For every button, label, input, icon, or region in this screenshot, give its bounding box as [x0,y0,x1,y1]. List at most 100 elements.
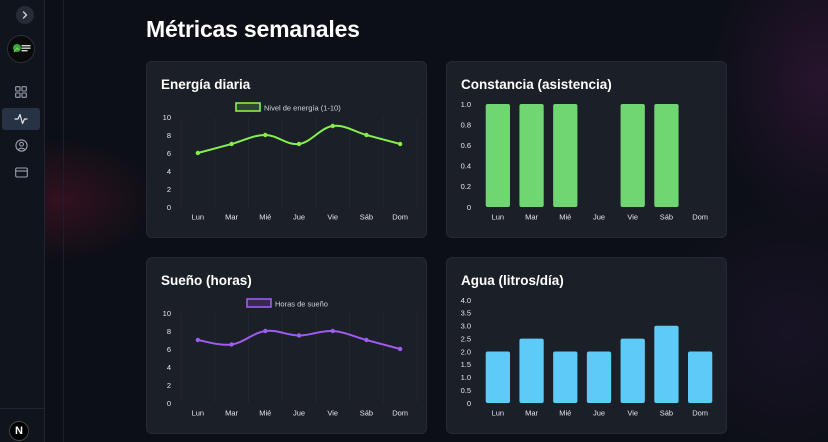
grid-icon [15,86,27,98]
y-tick-label: 1.0 [461,100,471,109]
x-tick-label: Jue [293,213,305,222]
attendance-bar-chart: 0 0.2 0.4 0.6 0.8 1.0 Lun Mar Mié Jue Vie Sáb Dom [461,100,709,222]
x-tick-label: Lun [492,409,505,418]
chevron-right-icon [22,11,28,19]
framework-badge[interactable]: N [9,421,29,441]
sidebar-item-dashboard[interactable] [2,81,40,103]
y-tick-label: 0 [467,399,471,408]
energy-chart-card: Energía diaria Nivel de energía (1-10) 0 2… [146,61,427,238]
app-logo[interactable] [7,35,35,63]
page-title: Métricas semanales [146,16,360,42]
bar [485,351,510,403]
bar [654,325,679,403]
logo-mark-icon [13,44,31,53]
activity-icon [14,113,28,125]
y-tick-label: 1.5 [461,360,471,369]
x-tick-label: Lun [492,213,505,222]
x-tick-label: Mar [225,409,238,418]
y-tick-label: 0 [467,203,471,212]
data-point [330,123,335,129]
credit-card-icon [14,166,28,178]
framework-badge-label: N [15,425,23,437]
bar [620,338,645,403]
data-point [229,141,234,147]
card-title: Constancia (asistencia) [461,77,612,92]
y-tick-label: 0.5 [461,386,471,395]
sidebar-item-metrics[interactable] [2,108,40,130]
bar [519,104,544,207]
data-point [296,141,302,147]
water-bar-chart: 0 0.5 1.0 1.5 2.0 2.5 3.0 3.5 4.0 Lun Mar Mié Jue Vie… [461,296,713,418]
x-tick-label: Mié [259,213,271,222]
x-tick-label: Jue [593,409,605,418]
data-point [195,150,201,156]
sleep-chart-card: Sueño (horas) Horas de sueño 0 2 4 6 8 10 Lun Ma… [146,257,427,434]
bar [586,351,612,403]
y-tick-label: 4 [167,167,171,176]
y-tick-label: 10 [163,309,171,318]
x-tick-label: Mié [559,409,571,418]
legend-label: Nivel de energía (1-10) [264,104,341,113]
data-point [195,337,201,343]
x-tick-label: Dom [692,409,708,418]
sidebar: N [0,0,45,442]
data-point [397,141,403,147]
y-tick-label: 4.0 [461,296,471,305]
card-title: Energía diaria [161,77,251,92]
y-tick-label: 2.5 [461,334,471,343]
card-title: Sueño (horas) [161,273,252,288]
bar [485,104,510,207]
x-tick-label: Lun [192,409,205,418]
x-tick-label: Vie [627,409,638,418]
y-tick-label: 0 [167,203,171,212]
y-tick-label: 6 [167,345,171,354]
bar [688,351,713,403]
y-tick-label: 0.2 [461,182,471,191]
x-tick-label: Sáb [360,213,373,222]
y-tick-label: 3.0 [461,322,471,331]
y-tick-label: 8 [167,327,171,336]
x-tick-label: Dom [392,213,408,222]
sidebar-item-billing[interactable] [2,161,40,183]
x-tick-label: Dom [392,409,408,418]
data-point [263,328,268,334]
x-tick-label: Sáb [660,213,673,222]
x-tick-label: Lun [192,213,205,222]
sleep-line-chart: Horas de sueño 0 2 4 6 8 10 Lun Mar Mié Jue Vie Sáb D… [163,298,408,418]
data-point [330,328,335,334]
legend-swatch [235,102,261,112]
data-point [364,337,369,343]
bar [553,351,578,403]
sidebar-footer-divider [0,408,45,409]
y-tick-label: 2.0 [461,347,471,356]
bar [553,104,578,207]
data-point [397,346,403,352]
x-tick-label: Jue [593,213,605,222]
legend-label: Horas de sueño [275,300,328,309]
sidebar-toggle-button[interactable] [16,6,34,24]
data-point [263,132,268,138]
y-tick-label: 2 [167,381,171,390]
bar [620,104,645,207]
user-circle-icon [14,138,28,152]
x-tick-label: Vie [327,213,338,222]
x-tick-label: Mar [525,213,538,222]
y-tick-label: 2 [167,185,171,194]
x-tick-label: Vie [627,213,638,222]
data-point [364,132,369,138]
y-tick-label: 0.4 [461,162,471,171]
y-tick-label: 0 [167,399,171,408]
x-tick-label: Vie [327,409,338,418]
x-tick-label: Mar [525,409,538,418]
x-tick-label: Mié [559,213,571,222]
bar [519,338,544,403]
x-tick-label: Mié [259,409,271,418]
y-tick-label: 0.8 [461,120,471,129]
card-title: Agua (litros/día) [461,273,564,288]
sidebar-item-profile[interactable] [2,134,40,156]
x-tick-label: Jue [293,409,305,418]
energy-line-chart: Nivel de energía (1-10) 0 2 4 6 8 10 Lun Mar Mié J… [163,102,408,222]
data-point [296,333,302,338]
series-line [196,124,402,154]
x-tick-label: Dom [692,213,708,222]
